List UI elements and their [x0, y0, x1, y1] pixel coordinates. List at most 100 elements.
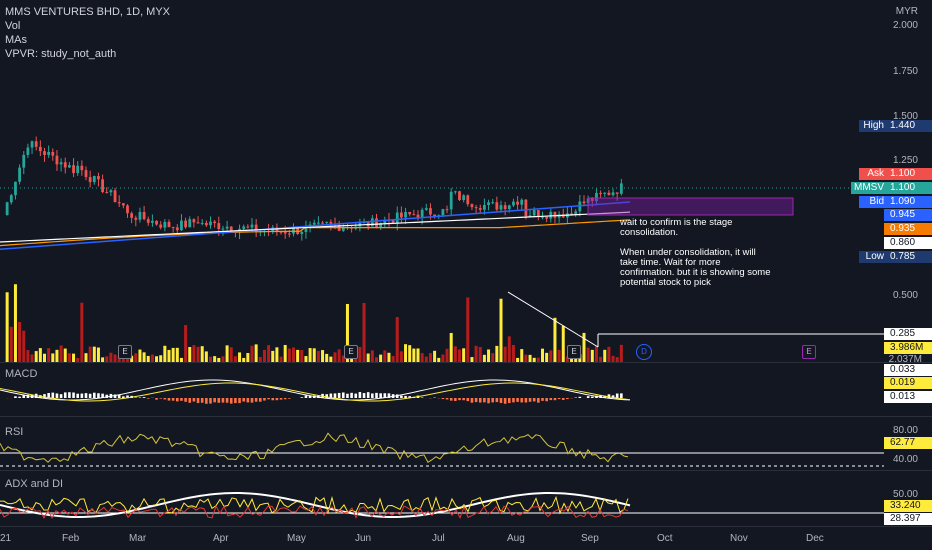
- candle-body: [611, 192, 615, 196]
- macd-histogram-bar: [454, 398, 457, 401]
- candle-body: [553, 211, 557, 218]
- macd-histogram-bar: [591, 396, 594, 398]
- volume-bar: [453, 346, 457, 362]
- volume-bar: [26, 350, 30, 362]
- candle-body: [55, 155, 59, 165]
- indicator-vpvr[interactable]: VPVR: study_not_auth: [5, 48, 117, 60]
- price-tick: 1.250: [892, 155, 918, 166]
- macd-histogram-bar: [18, 396, 21, 398]
- macd-histogram-bar: [470, 398, 474, 403]
- volume-bar: [63, 348, 67, 362]
- volume-bar: [408, 345, 412, 362]
- candle-body: [408, 211, 412, 215]
- candle-body: [420, 209, 424, 218]
- macd-histogram-bar: [333, 393, 337, 398]
- dividend-marker[interactable]: D: [636, 344, 652, 360]
- volume-bar: [590, 349, 594, 362]
- macd-histogram-bar: [337, 392, 341, 398]
- indicator-vol[interactable]: Vol: [5, 20, 21, 32]
- high-label: High: [859, 120, 887, 132]
- candle-body: [217, 223, 221, 230]
- candle-body: [47, 151, 51, 155]
- candle-body: [196, 222, 200, 224]
- note-line: consolidation.: [620, 227, 679, 238]
- volume-bar: [88, 346, 92, 362]
- candle-body: [113, 190, 117, 203]
- macd-histogram-bar: [93, 392, 96, 398]
- macd-histogram-bar: [180, 398, 183, 401]
- macd-histogram-bar: [512, 398, 515, 403]
- volume-bar: [292, 347, 295, 362]
- volume-bar: [130, 355, 134, 362]
- macd-histogram-bar: [146, 398, 150, 399]
- volume-bar: [321, 350, 325, 362]
- volume-bar: [38, 348, 42, 362]
- candle-body: [391, 220, 395, 224]
- volume-bar: [399, 351, 403, 362]
- volume-bar: [96, 347, 100, 362]
- candle-body: [130, 213, 134, 218]
- volume-bar: [499, 298, 503, 362]
- annotation-note[interactable]: wait to confirm is the stage consolidati…: [620, 218, 820, 288]
- macd-histogram-bar: [51, 392, 55, 398]
- macd-histogram-bar: [213, 398, 216, 403]
- candle-body: [59, 162, 63, 165]
- candle-body: [441, 209, 445, 216]
- time-tick: Sep: [581, 533, 599, 544]
- earnings-marker[interactable]: E: [344, 345, 358, 359]
- earnings-marker[interactable]: E: [118, 345, 132, 359]
- pane-divider[interactable]: [0, 526, 932, 527]
- macd-histogram-bar: [242, 398, 245, 402]
- candle-body: [491, 202, 495, 204]
- candle-body: [254, 224, 258, 232]
- upcoming-earnings-marker[interactable]: E: [802, 345, 816, 359]
- volume-bar: [549, 350, 553, 362]
- macd-histogram-bar: [113, 394, 117, 398]
- candle-body: [146, 219, 150, 223]
- time-tick: Jun: [355, 533, 372, 544]
- volume-bar: [258, 357, 262, 362]
- volume-bar: [59, 345, 63, 362]
- candle-body: [416, 214, 420, 218]
- macd-histogram-bar: [358, 392, 362, 398]
- volume-bar: [466, 297, 470, 362]
- macd-histogram-bar: [279, 398, 283, 400]
- macd-histogram-bar: [599, 395, 602, 398]
- pane-divider[interactable]: [0, 362, 932, 363]
- macd-histogram-bar: [221, 398, 225, 403]
- candle-body: [603, 192, 607, 194]
- rsi-label[interactable]: RSI: [5, 426, 24, 438]
- time-tick: Mar: [129, 533, 147, 544]
- volume-bar: [113, 354, 117, 362]
- ma-orange-value: 0.935: [884, 223, 932, 235]
- last-symbol-label: MMSV: [851, 182, 887, 194]
- volume-bar: [296, 349, 300, 362]
- macd-label[interactable]: MACD: [5, 368, 38, 380]
- low-value: 0.785: [884, 251, 932, 263]
- candle-body: [242, 226, 246, 229]
- candle-body: [180, 220, 183, 231]
- indicator-mas[interactable]: MAs: [5, 34, 27, 46]
- candle-body: [470, 204, 474, 208]
- candle-body: [570, 213, 573, 215]
- di-minus-line: [0, 505, 629, 519]
- bid-value: 1.090: [884, 196, 932, 208]
- note-line: potential stock to pick: [620, 277, 711, 288]
- macd-histogram-bar: [275, 398, 279, 401]
- pane-divider[interactable]: [0, 416, 932, 417]
- macd-histogram-bar: [607, 394, 611, 398]
- candle-body: [474, 207, 478, 209]
- earnings-marker[interactable]: E: [567, 345, 581, 359]
- macd-histogram-bar: [362, 393, 366, 398]
- candle-body: [34, 141, 38, 147]
- macd-histogram-bar: [308, 395, 312, 398]
- note-line: wait to confirm is the stage: [620, 217, 733, 228]
- volume-bar: [192, 345, 196, 362]
- macd-histogram-bar: [101, 393, 104, 398]
- chart-title[interactable]: MMS VENTURES BHD, 1D, MYX: [5, 6, 171, 18]
- pane-divider[interactable]: [0, 470, 932, 471]
- macd-histogram-bar: [283, 398, 287, 400]
- adx-label[interactable]: ADX and DI: [5, 478, 64, 490]
- volume-bar: [146, 355, 150, 362]
